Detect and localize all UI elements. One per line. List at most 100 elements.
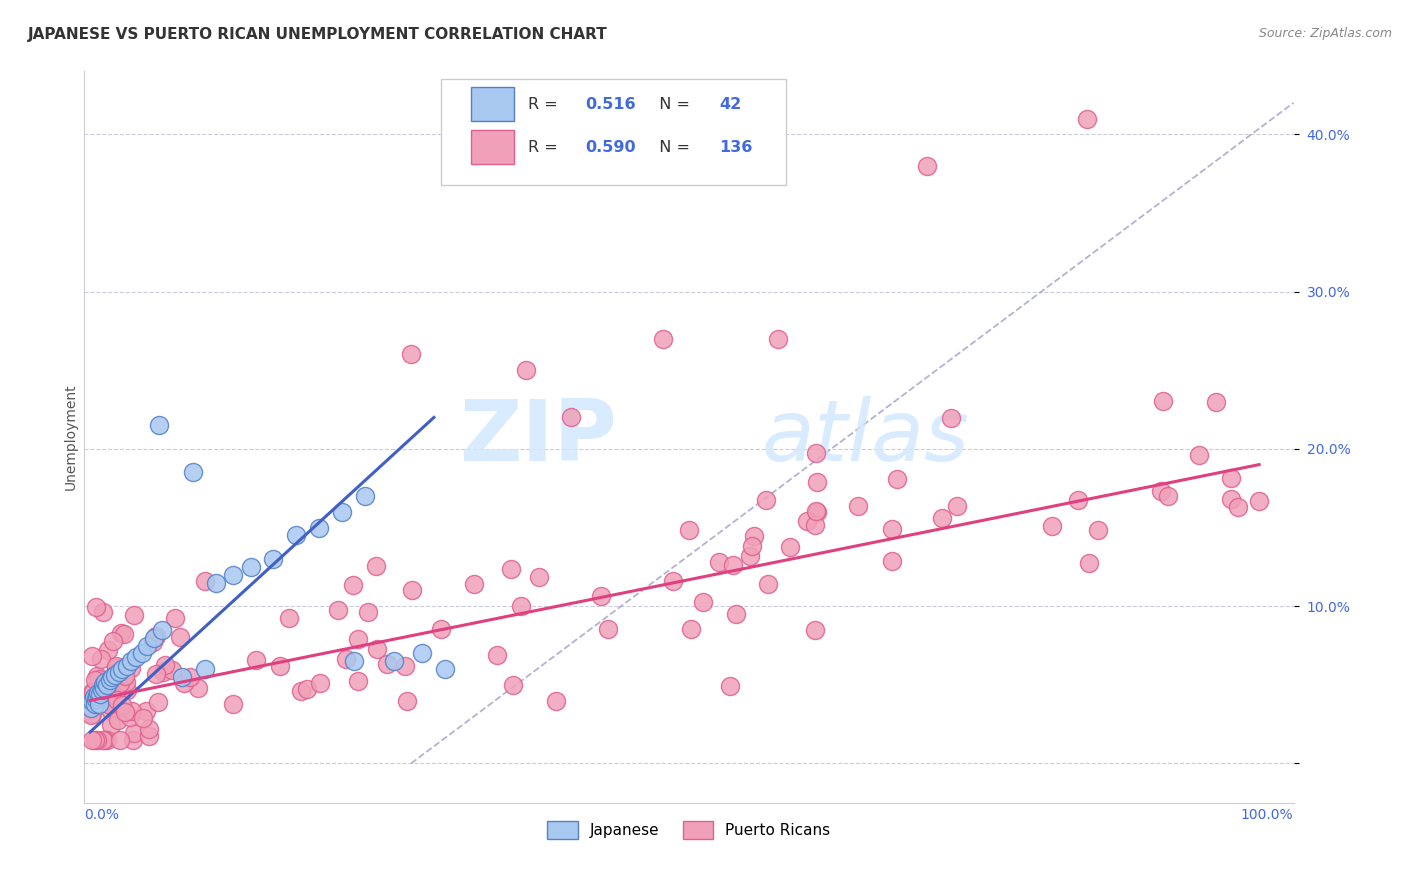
Point [725,607,748,622]
Point [742,529,765,543]
Text: atlas: atlas [762,395,970,479]
Point [170,670,193,684]
Point [738,549,761,563]
Point [115,682,138,697]
Point [169,630,191,644]
Point [399,347,422,361]
Point [114,669,136,683]
Point [97,643,120,657]
Point [87,696,110,710]
Point [1077,557,1099,571]
Point [108,732,131,747]
Point [297,682,319,697]
Point [1205,394,1227,409]
Point [100,688,122,702]
Point [138,723,160,737]
Point [187,681,209,695]
Point [121,704,143,718]
Point [80,708,103,723]
Point [1220,471,1243,485]
Point [679,622,702,636]
Point [939,411,962,425]
Point [87,686,110,700]
Point [86,669,108,683]
Point [152,665,174,679]
Point [160,663,183,677]
Point [880,554,903,568]
Point [90,682,112,697]
Point [290,684,312,698]
Point [560,410,582,425]
Point [111,698,134,713]
Point [89,697,111,711]
Point [278,611,301,625]
Point [915,159,938,173]
Point [105,659,128,673]
Point [510,599,533,613]
Point [82,693,104,707]
Point [205,575,228,590]
Point [163,610,186,624]
Point [98,673,121,687]
Point [486,648,509,662]
Point [796,514,818,528]
Point [124,608,146,623]
Point [343,654,366,668]
Point [285,528,308,542]
Point [90,678,112,692]
Point [135,704,157,718]
Text: 100.0%: 100.0% [1241,807,1294,822]
Point [90,652,112,666]
Point [153,657,176,672]
Y-axis label: Unemployment: Unemployment [63,384,77,491]
Text: 136: 136 [720,139,752,154]
Point [354,489,377,503]
Point [120,661,142,675]
Point [125,649,148,664]
Text: 0.590: 0.590 [585,139,636,154]
Point [1087,523,1109,537]
Point [502,677,524,691]
Point [114,705,136,719]
Point [707,555,730,569]
Point [118,709,141,723]
Point [880,522,903,536]
Point [110,626,132,640]
Point [91,606,114,620]
Point [779,540,801,554]
Legend: Japanese, Puerto Ricans: Japanese, Puerto Ricans [540,814,838,847]
Point [806,505,828,519]
Point [91,678,114,692]
Point [148,418,170,433]
Point [945,499,967,513]
Point [846,499,869,513]
Point [515,363,537,377]
Point [136,639,159,653]
Point [87,672,110,686]
Point [430,623,453,637]
Point [112,627,135,641]
Point [411,646,433,660]
Point [309,676,332,690]
Point [364,559,387,574]
Point [101,670,124,684]
Point [269,659,291,673]
Point [1220,492,1243,507]
Point [94,674,117,689]
Point [382,654,405,668]
Point [97,680,120,694]
Point [150,623,173,637]
Point [395,693,418,707]
Point [463,577,485,591]
Point [82,684,104,698]
Point [107,713,129,727]
Point [83,673,105,687]
Point [83,690,105,705]
Point [104,661,127,675]
Point [222,567,245,582]
Text: JAPANESE VS PUERTO RICAN UNEMPLOYMENT CORRELATION CHART: JAPANESE VS PUERTO RICAN UNEMPLOYMENT CO… [28,27,607,42]
Text: ZIP: ZIP [458,395,616,479]
Point [148,695,170,709]
Point [803,518,825,533]
Point [112,667,135,681]
